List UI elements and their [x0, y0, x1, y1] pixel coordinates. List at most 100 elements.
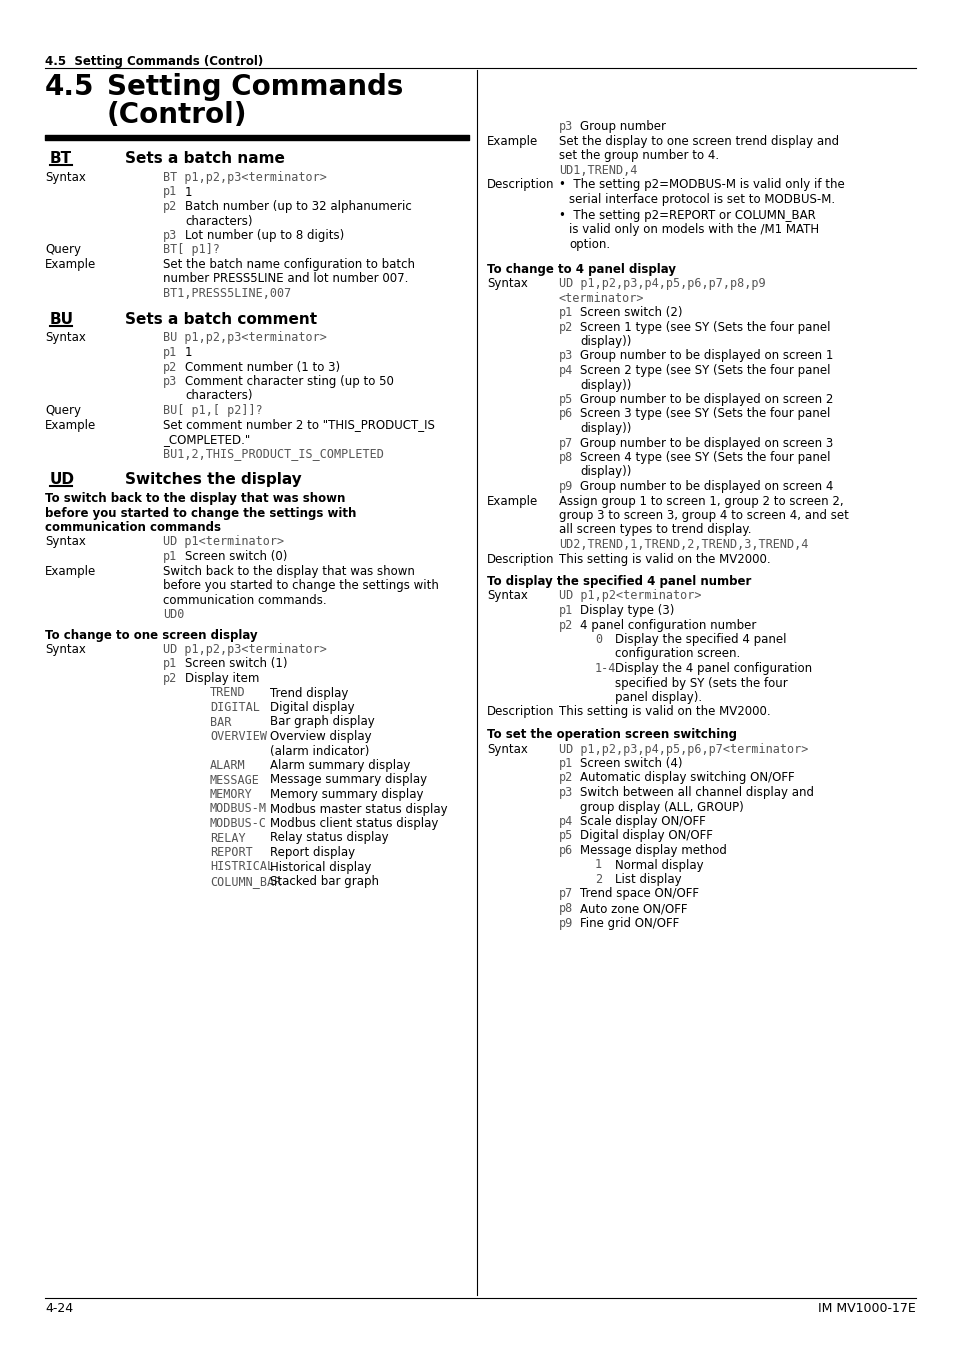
Text: Comment number (1 to 3): Comment number (1 to 3)	[185, 360, 340, 374]
Text: BU[ p1,[ p2]]?: BU[ p1,[ p2]]?	[163, 404, 262, 417]
Text: Screen switch (2): Screen switch (2)	[579, 306, 681, 319]
Text: UD0: UD0	[163, 608, 184, 621]
Text: p1: p1	[558, 757, 573, 769]
Text: p2: p2	[558, 771, 573, 784]
Text: Modbus client status display: Modbus client status display	[270, 817, 438, 830]
Text: Syntax: Syntax	[45, 643, 86, 656]
Text: p3: p3	[163, 230, 177, 242]
Text: BT[ p1]?: BT[ p1]?	[163, 243, 220, 256]
Text: Display the specified 4 panel: Display the specified 4 panel	[615, 633, 785, 647]
Text: Trend space ON/OFF: Trend space ON/OFF	[579, 887, 699, 900]
Text: Trend display: Trend display	[270, 687, 348, 699]
Text: Sets a batch name: Sets a batch name	[125, 151, 285, 166]
Text: Set the batch name configuration to batch: Set the batch name configuration to batc…	[163, 258, 415, 271]
Text: 2: 2	[595, 873, 601, 886]
Text: This setting is valid on the MV2000.: This setting is valid on the MV2000.	[558, 552, 770, 566]
Text: MEMORY: MEMORY	[210, 788, 253, 801]
Text: Example: Example	[45, 564, 96, 578]
Text: p4: p4	[558, 815, 573, 828]
Text: Batch number (up to 32 alphanumeric: Batch number (up to 32 alphanumeric	[185, 200, 412, 213]
Text: BT p1,p2,p3<terminator>: BT p1,p2,p3<terminator>	[163, 171, 327, 184]
Text: REPORT: REPORT	[210, 846, 253, 859]
Text: Screen 3 type (see SY (Sets the four panel: Screen 3 type (see SY (Sets the four pan…	[579, 408, 829, 420]
Text: To change to 4 panel display: To change to 4 panel display	[486, 262, 676, 275]
Text: UD p1<terminator>: UD p1<terminator>	[163, 536, 284, 548]
Text: p3: p3	[558, 120, 573, 134]
Text: Report display: Report display	[270, 846, 355, 859]
Text: Memory summary display: Memory summary display	[270, 788, 423, 801]
Text: BT1,PRESS5LINE,007: BT1,PRESS5LINE,007	[163, 288, 291, 300]
Text: number PRESS5LINE and lot number 007.: number PRESS5LINE and lot number 007.	[163, 273, 408, 285]
Text: MODBUS-C: MODBUS-C	[210, 817, 267, 830]
Text: p2: p2	[163, 360, 177, 374]
Text: <terminator>: <terminator>	[558, 292, 644, 305]
Text: UD2,TREND,1,TREND,2,TREND,3,TREND,4: UD2,TREND,1,TREND,2,TREND,3,TREND,4	[558, 539, 807, 551]
Text: p2: p2	[558, 320, 573, 333]
Text: RELAY: RELAY	[210, 832, 245, 845]
Text: p1: p1	[163, 185, 177, 198]
Text: Stacked bar graph: Stacked bar graph	[270, 875, 378, 888]
Text: 1: 1	[595, 859, 601, 872]
Text: Display the 4 panel configuration: Display the 4 panel configuration	[615, 662, 811, 675]
Text: p8: p8	[558, 451, 573, 464]
Text: Relay status display: Relay status display	[270, 832, 388, 845]
Text: Syntax: Syntax	[486, 590, 527, 602]
Text: UD: UD	[50, 472, 75, 487]
Text: group display (ALL, GROUP): group display (ALL, GROUP)	[579, 801, 743, 814]
Text: Comment character sting (up to 50: Comment character sting (up to 50	[185, 375, 394, 387]
Text: •  The setting p2=REPORT or COLUMN_BAR: • The setting p2=REPORT or COLUMN_BAR	[558, 209, 815, 221]
Text: Syntax: Syntax	[486, 743, 527, 756]
Text: all screen types to trend display.: all screen types to trend display.	[558, 524, 751, 536]
Text: characters): characters)	[185, 390, 253, 402]
Text: UD p1,p2,p3<terminator>: UD p1,p2,p3<terminator>	[163, 643, 327, 656]
Text: Switches the display: Switches the display	[125, 472, 301, 487]
Text: p5: p5	[558, 829, 573, 842]
Text: Syntax: Syntax	[486, 277, 527, 290]
Text: Screen 1 type (see SY (Sets the four panel: Screen 1 type (see SY (Sets the four pan…	[579, 320, 830, 333]
Text: To set the operation screen switching: To set the operation screen switching	[486, 728, 737, 741]
Text: Alarm summary display: Alarm summary display	[270, 759, 410, 772]
Text: HISTRICAL: HISTRICAL	[210, 860, 274, 873]
Text: BU p1,p2,p3<terminator>: BU p1,p2,p3<terminator>	[163, 332, 327, 344]
Text: Bar graph display: Bar graph display	[270, 716, 375, 729]
Text: p2: p2	[558, 618, 573, 632]
Text: Normal display: Normal display	[615, 859, 703, 872]
Text: Group number to be displayed on screen 2: Group number to be displayed on screen 2	[579, 393, 833, 406]
Text: p1: p1	[163, 657, 177, 671]
Text: OVERVIEW: OVERVIEW	[210, 730, 267, 742]
Text: display)): display))	[579, 423, 631, 435]
Text: MESSAGE: MESSAGE	[210, 774, 259, 787]
Text: Digital display: Digital display	[270, 701, 355, 714]
Text: Display item: Display item	[185, 672, 259, 684]
Text: Message summary display: Message summary display	[270, 774, 427, 787]
Text: Query: Query	[45, 404, 81, 417]
Text: display)): display))	[579, 466, 631, 478]
Text: 0: 0	[595, 633, 601, 647]
Text: Group number: Group number	[579, 120, 665, 134]
Text: Screen switch (0): Screen switch (0)	[185, 549, 287, 563]
Text: p6: p6	[558, 408, 573, 420]
Text: group 3 to screen 3, group 4 to screen 4, and set: group 3 to screen 3, group 4 to screen 4…	[558, 509, 848, 522]
Text: •  The setting p2=MODBUS-M is valid only if the: • The setting p2=MODBUS-M is valid only …	[558, 178, 843, 190]
Text: 1: 1	[185, 346, 193, 359]
Text: Screen 4 type (see SY (Sets the four panel: Screen 4 type (see SY (Sets the four pan…	[579, 451, 830, 464]
Text: Modbus master status display: Modbus master status display	[270, 802, 447, 815]
Text: COLUMN_BAR: COLUMN_BAR	[210, 875, 281, 888]
Text: Digital display ON/OFF: Digital display ON/OFF	[579, 829, 712, 842]
Text: panel display).: panel display).	[615, 691, 701, 703]
Text: (alarm indicator): (alarm indicator)	[270, 744, 369, 757]
Text: p8: p8	[558, 902, 573, 915]
Text: p3: p3	[558, 786, 573, 799]
Text: communication commands.: communication commands.	[163, 594, 326, 606]
Text: p9: p9	[558, 481, 573, 493]
Text: Group number to be displayed on screen 1: Group number to be displayed on screen 1	[579, 350, 833, 363]
Text: p1: p1	[163, 549, 177, 563]
Text: Screen switch (4): Screen switch (4)	[579, 757, 681, 769]
Text: Example: Example	[45, 418, 96, 432]
Text: Example: Example	[45, 258, 96, 271]
Text: specified by SY (sets the four: specified by SY (sets the four	[615, 676, 787, 690]
Text: p7: p7	[558, 887, 573, 900]
Text: p1: p1	[163, 346, 177, 359]
Text: Screen switch (1): Screen switch (1)	[185, 657, 287, 671]
Text: before you started to change the settings with: before you started to change the setting…	[45, 506, 356, 520]
